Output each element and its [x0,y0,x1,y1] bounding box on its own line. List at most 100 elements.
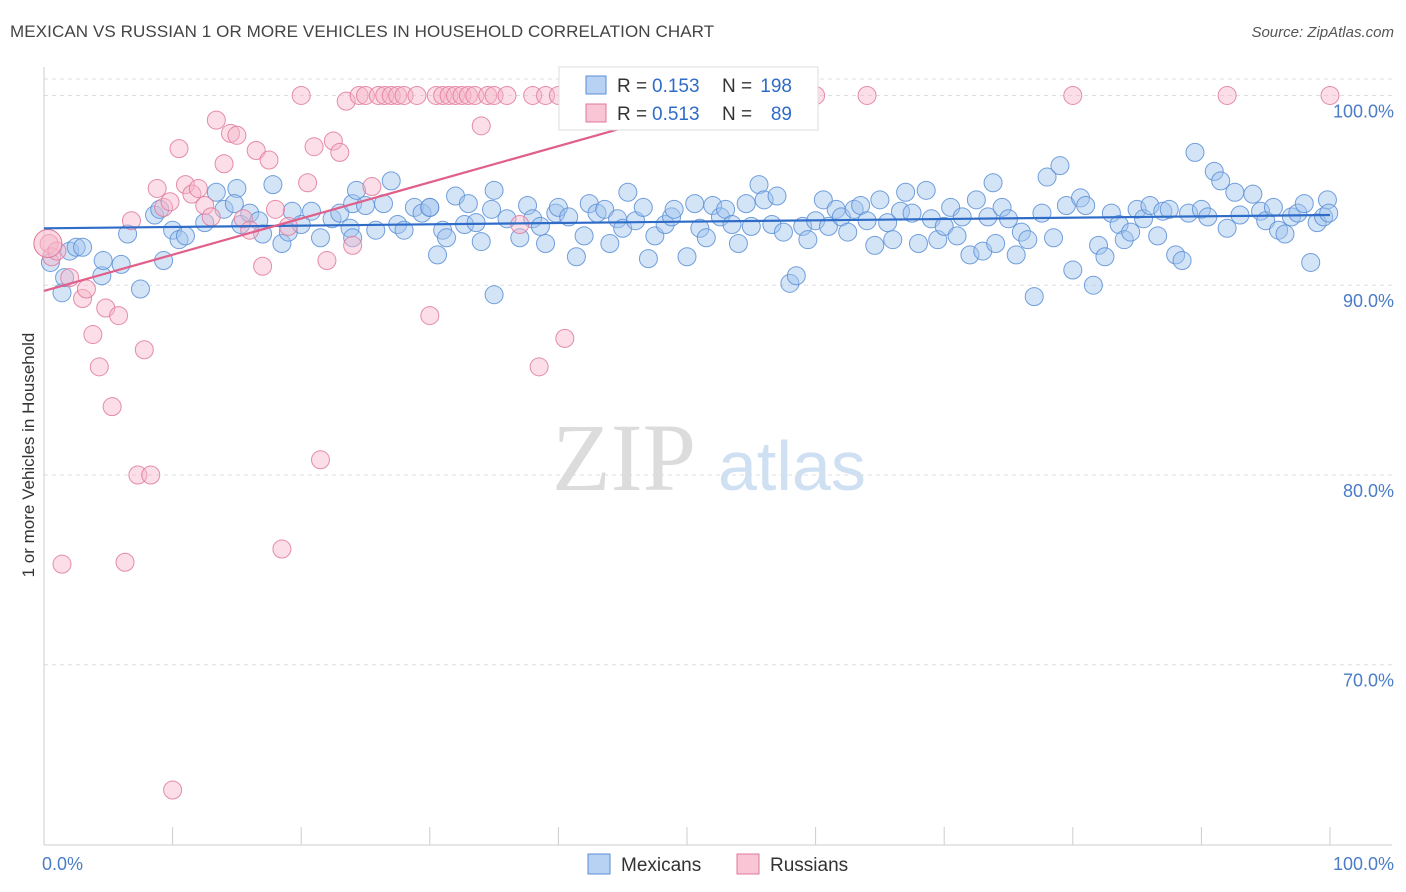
data-point-russians [115,552,135,572]
data-point-russians [121,211,141,231]
data-point-russians [336,91,356,111]
data-point-mexicans [1269,220,1289,240]
data-point-russians [175,175,195,195]
data-point-mexicans [902,203,922,223]
data-point-mexicans [595,199,615,219]
data-point-mexicans [1024,287,1044,307]
data-point-mexicans [437,228,457,248]
data-point-mexicans [1011,222,1031,242]
data-point-mexicans [896,182,916,202]
data-point-russians [1217,85,1237,105]
x-ticks [43,827,1331,845]
data-point-mexicans [633,197,653,217]
data-point-mexicans [224,194,244,214]
data-point-mexicans [736,194,756,214]
trend-line-mexicans [43,213,1331,230]
data-point-mexicans [566,247,586,267]
data-point-russians [134,340,154,360]
data-point-mexicans [728,233,748,253]
data-point-mexicans [1204,161,1224,181]
data-point-mexicans [883,230,903,250]
data-point-mexicans [780,273,800,293]
legend-n-value-2: 89 [771,104,792,125]
data-point-mexicans [813,190,833,210]
data-point-mexicans [559,207,579,227]
bottom-legend-swatch-mexicans [587,853,611,875]
data-point-mexicans [1109,214,1129,234]
data-point-mexicans [1263,197,1283,217]
data-point-mexicans [664,199,684,219]
data-point-russians [52,554,72,574]
data-point-mexicans [986,233,1006,253]
data-point-russians [407,85,427,105]
data-point-mexicans [206,182,226,202]
data-point-mexicans [548,197,568,217]
data-point-mexicans [227,178,247,198]
data-point-russians [89,357,109,377]
bottom-legend: Mexicans Russians [587,853,848,876]
data-point-mexicans [169,230,189,250]
data-point-russians [169,139,189,159]
data-point-russians [109,306,129,326]
data-point-mexicans [301,201,321,221]
watermark-atlas: atlas [718,427,866,505]
data-point-mexicans [1095,247,1115,267]
data-point-mexicans [1159,199,1179,219]
data-point-mexicans [722,214,742,234]
data-point-mexicans [1191,199,1211,219]
data-point-mexicans [381,171,401,191]
data-point-mexicans [412,203,432,223]
data-point-russians [478,85,498,105]
data-point-russians [317,251,337,271]
data-point-mexicans [163,220,183,240]
data-point-mexicans [1211,171,1231,191]
data-point-russians [343,235,363,255]
legend-swatch-russians [585,103,607,123]
y-tick-label: 80.0% [1343,481,1394,501]
legend-box: R = 0.153 N = 198 R = 0.513 N = 89 [558,66,819,131]
data-point-russians [272,539,292,559]
data-point-russians [163,780,183,800]
data-point-russians [214,154,234,174]
data-point-russians [76,279,96,299]
data-point-mexicans [484,285,504,305]
y-axis-label: 1 or more Vehicles in Household [19,333,38,578]
data-point-russians [420,306,440,326]
data-point-mexicans [1006,245,1026,265]
data-point-mexicans [1114,230,1134,250]
data-point-mexicans [677,247,697,267]
data-point-mexicans [484,180,504,200]
data-point-mexicans [1089,235,1109,255]
data-point-mexicans [870,190,890,210]
data-point-mexicans [992,197,1012,217]
data-point-mexicans [638,249,658,269]
data-point-mexicans [878,213,898,233]
data-point-russians [220,123,240,143]
data-point-mexicans [947,226,967,246]
data-point-russians [33,228,63,258]
legend-n-label-1: N = [722,76,752,97]
data-point-mexicans [754,190,774,210]
data-point-russians [227,125,247,145]
data-point-mexicans [1281,207,1301,227]
data-point-russians [259,150,279,170]
data-point-mexicans [420,197,440,217]
data-point-mexicans [865,235,885,255]
data-point-mexicans [93,251,113,271]
data-point-mexicans [703,196,723,216]
data-point-russians [857,85,877,105]
data-point-mexicans [346,180,366,200]
data-point-mexicans [690,218,710,238]
data-point-russians [388,85,408,105]
legend-n-value-1: 198 [760,76,792,97]
chart-title: MEXICAN VS RUSSIAN 1 OR MORE VEHICLES IN… [10,22,715,41]
bottom-legend-label-russians: Russians [770,855,848,876]
data-point-mexicans [1121,222,1141,242]
data-point-mexicans [618,182,638,202]
data-point-russians [73,289,93,309]
data-point-mexicans [1217,218,1237,238]
data-point-mexicans [510,228,530,248]
data-point-mexicans [767,186,787,206]
data-point-russians [349,85,369,105]
